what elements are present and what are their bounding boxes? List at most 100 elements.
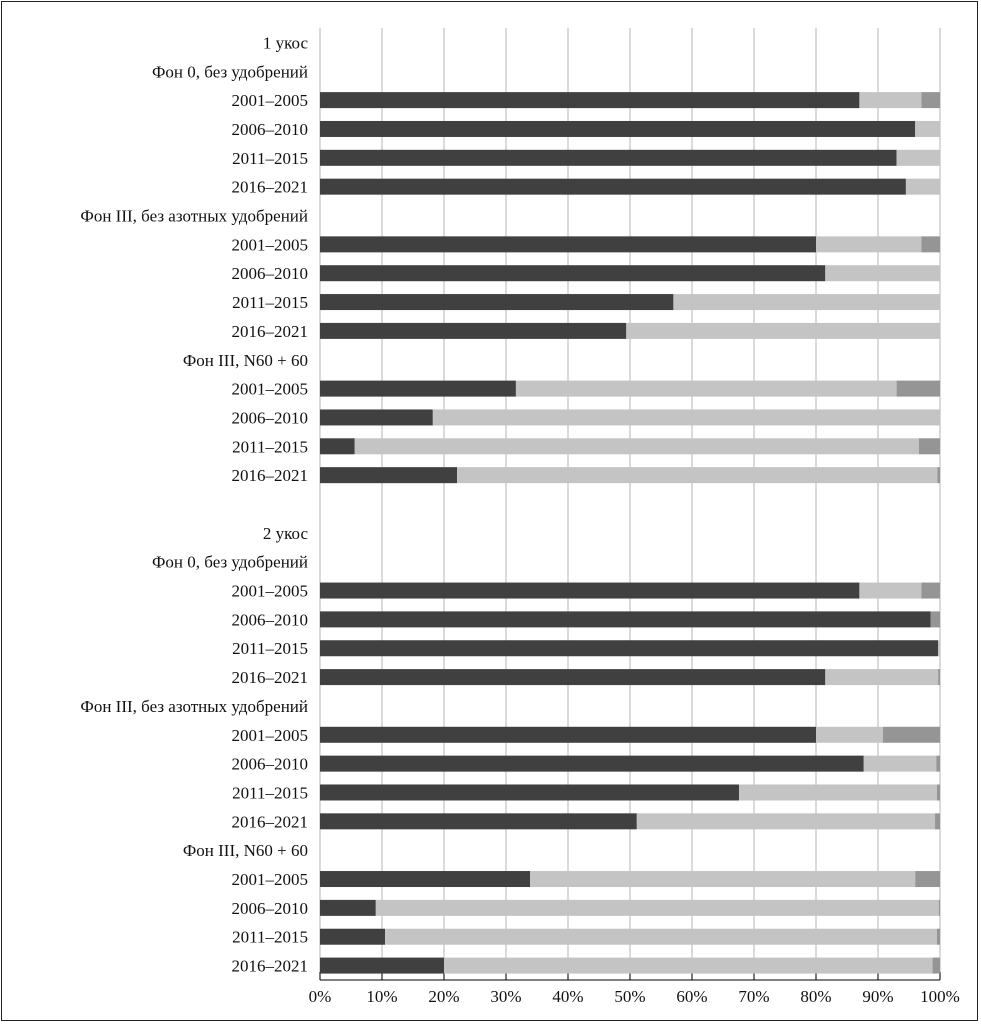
x-tick-label: 90% bbox=[862, 987, 893, 1006]
row-label: 2011–2015 bbox=[232, 928, 308, 947]
x-tick-label: 70% bbox=[738, 987, 769, 1006]
bar-segment-2 bbox=[825, 265, 940, 282]
row-label: 2001–2005 bbox=[232, 870, 309, 889]
bar-segment-3 bbox=[938, 899, 940, 916]
bar-segment-2 bbox=[444, 957, 933, 974]
bar-segment-3 bbox=[938, 669, 940, 686]
bar-segment-1 bbox=[320, 438, 355, 455]
row-label: 2011–2015 bbox=[232, 783, 308, 802]
bar-segment-2 bbox=[457, 467, 938, 484]
bar-segment-3 bbox=[921, 236, 940, 253]
bar-segment-2 bbox=[375, 899, 939, 916]
bar-segment-3 bbox=[932, 957, 940, 974]
bar-segment-3 bbox=[936, 784, 940, 801]
x-tick-label: 0% bbox=[309, 987, 332, 1006]
section-label: 1 укос bbox=[263, 33, 309, 52]
bar-segment-1 bbox=[320, 899, 376, 916]
group-label: Фон III, N60 + 60 bbox=[183, 841, 308, 860]
x-tick-label: 20% bbox=[428, 987, 459, 1006]
group-label: Фон 0, без удобрений bbox=[152, 62, 308, 81]
bar-segment-1 bbox=[320, 640, 939, 657]
bar-segment-3 bbox=[896, 380, 940, 397]
bar-segment-1 bbox=[320, 380, 516, 397]
bar-segment-1 bbox=[320, 784, 740, 801]
bar-segment-2 bbox=[530, 871, 916, 888]
x-tick-label: 100% bbox=[920, 987, 960, 1006]
bar-segment-2 bbox=[938, 640, 940, 657]
group-label: Фон III, без азотных удобрений bbox=[80, 697, 308, 716]
row-label: 2011–2015 bbox=[232, 149, 308, 168]
bar-segment-1 bbox=[320, 409, 433, 426]
x-tick-label: 40% bbox=[552, 987, 583, 1006]
bar-segment-3 bbox=[936, 928, 940, 945]
bar-segment-2 bbox=[385, 928, 937, 945]
bar-segment-1 bbox=[320, 755, 864, 772]
bar-segment-3 bbox=[882, 726, 940, 743]
row-label: 2006–2010 bbox=[232, 899, 309, 918]
row-label: 2016–2021 bbox=[232, 957, 309, 976]
bar-segment-3 bbox=[915, 871, 940, 888]
row-label: 2006–2010 bbox=[232, 408, 309, 427]
bar-segment-2 bbox=[825, 669, 939, 686]
bar-segment-2 bbox=[432, 409, 940, 426]
x-tick-label: 50% bbox=[614, 987, 645, 1006]
bar-segment-3 bbox=[918, 438, 940, 455]
bar-segment-1 bbox=[320, 582, 860, 599]
row-label: 2006–2010 bbox=[232, 610, 309, 629]
bar-segment-2 bbox=[354, 438, 919, 455]
x-tick-label: 30% bbox=[490, 987, 521, 1006]
bar-segment-2 bbox=[896, 149, 940, 166]
bar-segment-2 bbox=[739, 784, 937, 801]
bar-segment-2 bbox=[515, 380, 897, 397]
bar-segment-2 bbox=[816, 726, 883, 743]
bar-segment-3 bbox=[937, 467, 940, 484]
bar-segment-2 bbox=[859, 92, 922, 109]
row-label: 2011–2015 bbox=[232, 437, 308, 456]
section-label: 2 укос bbox=[263, 524, 309, 543]
row-label: 2016–2021 bbox=[232, 466, 309, 485]
bar-segment-1 bbox=[320, 120, 916, 137]
row-label: 2011–2015 bbox=[232, 639, 308, 658]
row-label: 2016–2021 bbox=[232, 812, 309, 831]
bar-segment-2 bbox=[673, 294, 940, 311]
row-label: 2006–2010 bbox=[232, 120, 309, 139]
row-label: 2016–2021 bbox=[232, 322, 309, 341]
row-label: 2001–2005 bbox=[232, 235, 309, 254]
x-tick-label: 80% bbox=[800, 987, 831, 1006]
bar-segment-1 bbox=[320, 294, 674, 311]
row-label: 2001–2005 bbox=[232, 726, 309, 745]
bar-segment-2 bbox=[626, 322, 940, 339]
group-label: Фон III, без азотных удобрений bbox=[80, 207, 308, 226]
bar-segment-3 bbox=[921, 582, 940, 599]
bar-segment-3 bbox=[921, 92, 940, 109]
group-label: Фон III, N60 + 60 bbox=[183, 351, 308, 370]
bar-segment-1 bbox=[320, 178, 906, 195]
bar-segment-1 bbox=[320, 726, 816, 743]
row-label: 2006–2010 bbox=[232, 755, 309, 774]
bar-segment-2 bbox=[863, 755, 937, 772]
bar-segment-2 bbox=[859, 582, 922, 599]
bar-segment-2 bbox=[816, 236, 922, 253]
bar-segment-1 bbox=[320, 92, 860, 109]
row-label: 2006–2010 bbox=[232, 264, 309, 283]
bar-segment-1 bbox=[320, 322, 627, 339]
bar-segment-1 bbox=[320, 149, 897, 166]
bar-segment-1 bbox=[320, 611, 931, 628]
row-label: 2016–2021 bbox=[232, 178, 309, 197]
row-label: 2001–2005 bbox=[232, 380, 309, 399]
bar-segment-1 bbox=[320, 813, 637, 830]
row-label: 2011–2015 bbox=[232, 293, 308, 312]
bar-segment-1 bbox=[320, 236, 816, 253]
row-label: 2001–2005 bbox=[232, 91, 309, 110]
x-tick-label: 10% bbox=[366, 987, 397, 1006]
bar-segment-2 bbox=[636, 813, 936, 830]
row-label: 2016–2021 bbox=[232, 668, 309, 687]
group-label: Фон 0, без удобрений bbox=[152, 553, 308, 572]
bar-segment-1 bbox=[320, 957, 444, 974]
bar-segment-1 bbox=[320, 669, 826, 686]
row-label: 2001–2005 bbox=[232, 582, 309, 601]
x-tick-label: 60% bbox=[676, 987, 707, 1006]
bar-segment-3 bbox=[930, 611, 940, 628]
bar-segment-3 bbox=[935, 813, 940, 830]
